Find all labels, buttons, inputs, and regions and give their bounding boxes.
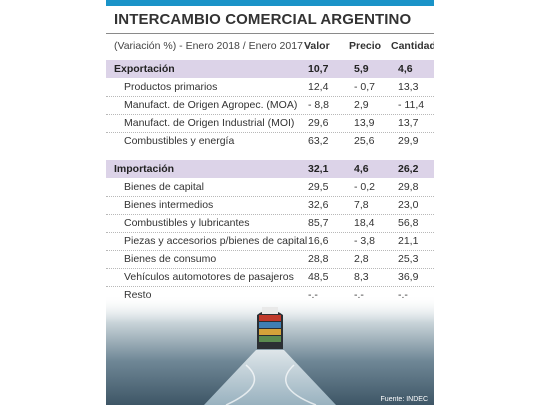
cell-valor: - 8,8 — [308, 99, 330, 111]
cell-valor: 32,6 — [308, 199, 329, 211]
row-label: Combustibles y energía — [124, 135, 235, 147]
cell-precio: 7,8 — [354, 199, 369, 211]
cell-cantidad: 56,8 — [398, 217, 419, 229]
row-label: Bienes de consumo — [124, 253, 217, 265]
source-note: Fuente: INDEC — [381, 396, 428, 403]
cell-precio: 4,6 — [354, 163, 369, 175]
cell-precio: - 0,2 — [354, 181, 376, 193]
table-row: Manufact. de Origen Agropec. (MOA) - 8,8… — [106, 96, 434, 114]
row-label: Piezas y accesorios p/bienes de capital — [124, 235, 308, 247]
row-divider — [106, 114, 434, 115]
cell-valor: 29,5 — [308, 181, 329, 193]
section-importacion: Importación 32,1 4,6 26,2 — [106, 160, 434, 178]
cell-valor: 63,2 — [308, 135, 329, 147]
cell-cantidad: 29,8 — [398, 181, 419, 193]
section-exportacion: Exportación 10,7 5,9 4,6 — [106, 60, 434, 78]
table-row: Vehículos automotores de pasajeros 48,5 … — [106, 268, 434, 286]
table-title: INTERCAMBIO COMERCIAL ARGENTINO — [114, 11, 412, 28]
row-divider — [106, 232, 434, 233]
row-label: Bienes de capital — [124, 181, 204, 193]
row-divider — [106, 250, 434, 251]
container-ship-photo: Fuente: INDEC — [106, 295, 434, 405]
cell-valor: 29,6 — [308, 117, 329, 129]
cell-cantidad: 13,3 — [398, 81, 419, 93]
cell-precio: 2,8 — [354, 253, 369, 265]
row-label: Productos primarios — [124, 81, 218, 93]
title-divider — [106, 33, 434, 34]
cell-cantidad: 13,7 — [398, 117, 419, 129]
row-label: Bienes intermedios — [124, 199, 214, 211]
row-label: Manufact. de Origen Agropec. (MOA) — [124, 99, 298, 111]
cell-cantidad: 25,3 — [398, 253, 419, 265]
cell-precio: - 0,7 — [354, 81, 376, 93]
top-accent-bar — [106, 0, 434, 6]
cell-valor: 32,1 — [308, 163, 329, 175]
row-divider — [106, 214, 434, 215]
row-divider — [106, 132, 434, 133]
cell-precio: 8,3 — [354, 271, 369, 283]
cell-cantidad: - 11,4 — [398, 99, 425, 111]
header-cantidad: Cantidad — [391, 40, 434, 52]
table-row: Bienes de capital 29,5 - 0,2 29,8 — [106, 178, 434, 196]
table-row: Piezas y accesorios p/bienes de capital … — [106, 232, 434, 250]
cell-precio: 18,4 — [354, 217, 375, 229]
row-divider — [106, 268, 434, 269]
cell-precio: 25,6 — [354, 135, 375, 147]
cell-cantidad: 4,6 — [398, 63, 413, 75]
cell-cantidad: 36,9 — [398, 271, 419, 283]
cell-valor: 16,6 — [308, 235, 329, 247]
table-row: Bienes de consumo 28,8 2,8 25,3 — [106, 250, 434, 268]
cell-cantidad: 23,0 — [398, 199, 419, 211]
row-label: Manufact. de Origen Industrial (MOI) — [124, 117, 295, 129]
cell-cantidad: 29,9 — [398, 135, 419, 147]
trade-table-card: INTERCAMBIO COMERCIAL ARGENTINO (Variaci… — [106, 0, 434, 405]
cell-precio: 2,9 — [354, 99, 369, 111]
cell-cantidad: 21,1 — [398, 235, 419, 247]
row-label: Combustibles y lubricantes — [124, 217, 250, 229]
variation-label: (Variación %) - Enero 2018 / Enero 2017 … — [114, 40, 310, 52]
header-precio: Precio — [349, 40, 382, 52]
cell-valor: 10,7 — [308, 63, 329, 75]
table-row: Combustibles y lubricantes 85,7 18,4 56,… — [106, 214, 434, 232]
cell-cantidad: 26,2 — [398, 163, 419, 175]
row-divider — [106, 286, 434, 287]
cell-precio: 5,9 — [354, 63, 369, 75]
cell-precio: 13,9 — [354, 117, 375, 129]
row-divider — [106, 96, 434, 97]
table-row: Bienes intermedios 32,6 7,8 23,0 — [106, 196, 434, 214]
row-label: Vehículos automotores de pasajeros — [124, 271, 294, 283]
cell-valor: 48,5 — [308, 271, 329, 283]
header-valor: Valor — [304, 40, 330, 52]
column-header-row: (Variación %) - Enero 2018 / Enero 2017 … — [106, 38, 434, 56]
section-label: Exportación — [114, 63, 175, 75]
cell-valor: 85,7 — [308, 217, 329, 229]
table-row: Manufact. de Origen Industrial (MOI) 29,… — [106, 114, 434, 132]
cell-valor: 28,8 — [308, 253, 329, 265]
cell-precio: - 3,8 — [354, 235, 376, 247]
section-label: Importación — [114, 163, 175, 175]
cell-valor: 12,4 — [308, 81, 329, 93]
row-divider — [106, 196, 434, 197]
table-row: Combustibles y energía 63,2 25,6 29,9 — [106, 132, 434, 150]
table-row: Productos primarios 12,4 - 0,7 13,3 — [106, 78, 434, 96]
